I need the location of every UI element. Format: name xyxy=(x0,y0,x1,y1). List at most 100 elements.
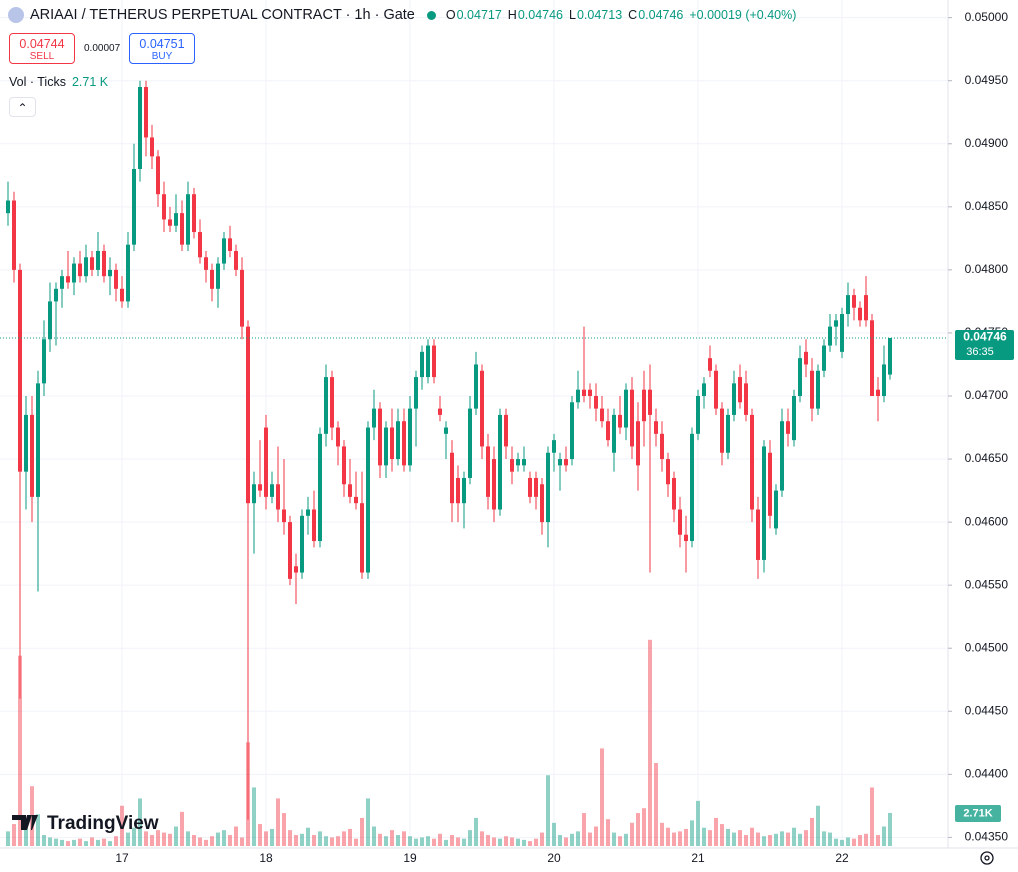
volume-bar xyxy=(60,839,64,846)
candle-body xyxy=(762,446,766,560)
settings-icon[interactable] xyxy=(980,851,994,865)
volume-bar xyxy=(462,838,466,846)
sell-button[interactable]: 0.04744 SELL xyxy=(9,33,75,64)
candle-body xyxy=(552,440,556,453)
volume-bar xyxy=(378,833,382,846)
volume-bar xyxy=(606,819,610,846)
buy-button[interactable]: 0.04751 BUY xyxy=(129,33,195,64)
volume-bar xyxy=(852,838,856,846)
candle-body xyxy=(360,503,364,573)
volume-bar xyxy=(354,838,358,846)
volume-bar xyxy=(714,817,718,846)
candle-body xyxy=(24,414,28,472)
candle-body xyxy=(462,477,466,504)
candle-body xyxy=(492,459,496,510)
volume-bar xyxy=(90,837,94,846)
candle-body xyxy=(594,395,598,409)
candle-body xyxy=(882,364,886,396)
volume-bar xyxy=(534,838,538,846)
candle-body xyxy=(810,370,814,409)
volume-bar xyxy=(216,832,220,846)
candle-body xyxy=(498,414,502,510)
volume-legend-value: 2.71 K xyxy=(71,75,109,89)
candle-body xyxy=(786,421,790,434)
ohlc-label: L xyxy=(569,8,576,22)
candle-body xyxy=(690,433,694,542)
candle-body xyxy=(768,452,772,516)
candle-body xyxy=(846,295,850,315)
volume-bar xyxy=(732,832,736,846)
volume-bar xyxy=(456,837,460,846)
candle-body xyxy=(180,213,184,245)
candle-body xyxy=(666,459,670,485)
volume-bar xyxy=(270,828,274,846)
candle-body xyxy=(30,414,34,497)
volume-bar xyxy=(738,830,742,846)
y-tick-label: 0.04650 xyxy=(965,451,1009,465)
volume-bar xyxy=(396,835,400,846)
candle-body xyxy=(234,250,238,270)
volume-bar xyxy=(810,817,814,846)
y-tick-label: 0.04500 xyxy=(965,640,1009,654)
candle-body xyxy=(276,484,280,510)
candle-body xyxy=(300,515,304,573)
candle-body xyxy=(636,421,640,466)
ohlc-label: C xyxy=(628,8,638,22)
volume-bar xyxy=(702,827,706,846)
collapse-button[interactable]: ⌃ xyxy=(9,97,36,117)
sell-price: 0.04744 xyxy=(19,37,65,51)
last-price-tag xyxy=(955,329,1014,360)
sell-label: SELL xyxy=(29,51,55,62)
volume-bar xyxy=(108,841,112,846)
volume-bar xyxy=(306,827,310,846)
candle-body xyxy=(732,383,736,415)
volume-bars xyxy=(6,639,892,846)
volume-legend-label: Vol · Ticks xyxy=(9,75,66,89)
volume-bar xyxy=(66,841,70,846)
y-tick-label: 0.04900 xyxy=(965,136,1009,150)
candle-body xyxy=(396,421,400,460)
volume-bar xyxy=(36,814,40,846)
candle-body xyxy=(648,389,652,415)
market-status xyxy=(426,10,436,20)
volume-bar xyxy=(480,831,484,846)
candle-body xyxy=(78,263,82,277)
x-tick-label: 18 xyxy=(259,851,273,865)
candles xyxy=(6,80,892,820)
candle-body xyxy=(108,269,112,277)
ohlc-values: O0.04717 H0.04746 L0.04713 C0.04746 xyxy=(446,8,690,22)
ohlc-value: 0.04713 xyxy=(576,8,623,22)
volume-bar xyxy=(744,835,748,846)
volume-bar xyxy=(372,826,376,846)
volume-bar xyxy=(648,639,652,846)
volume-tag-label: 2.71K xyxy=(963,807,992,819)
candle-body xyxy=(774,490,778,529)
volume-bar xyxy=(576,831,580,846)
candle-body xyxy=(312,509,316,542)
volume-bar xyxy=(150,835,154,846)
candle-body xyxy=(540,484,544,523)
volume-bar xyxy=(282,813,286,846)
candle-body xyxy=(420,351,424,378)
x-tick-label: 19 xyxy=(403,851,417,865)
candle-body xyxy=(366,427,370,573)
candle-body xyxy=(264,427,268,497)
volume-bar xyxy=(276,798,280,846)
candle-body xyxy=(336,427,340,447)
volume-bar xyxy=(318,831,322,846)
volume-bar xyxy=(510,837,514,846)
volume-bar xyxy=(360,817,364,846)
candle-body xyxy=(330,377,334,428)
y-tick-label: 0.04600 xyxy=(965,514,1009,528)
volume-bar xyxy=(882,826,886,846)
candle-body xyxy=(408,408,412,466)
candle-body xyxy=(858,307,862,321)
volume-bar xyxy=(780,831,784,846)
volume-bar xyxy=(414,838,418,846)
volume-bar xyxy=(564,837,568,846)
candle-body xyxy=(744,383,748,415)
candle-body xyxy=(630,389,634,447)
candle-body xyxy=(510,459,514,472)
watermark: TradingView xyxy=(12,813,159,834)
volume-bar xyxy=(558,835,562,846)
